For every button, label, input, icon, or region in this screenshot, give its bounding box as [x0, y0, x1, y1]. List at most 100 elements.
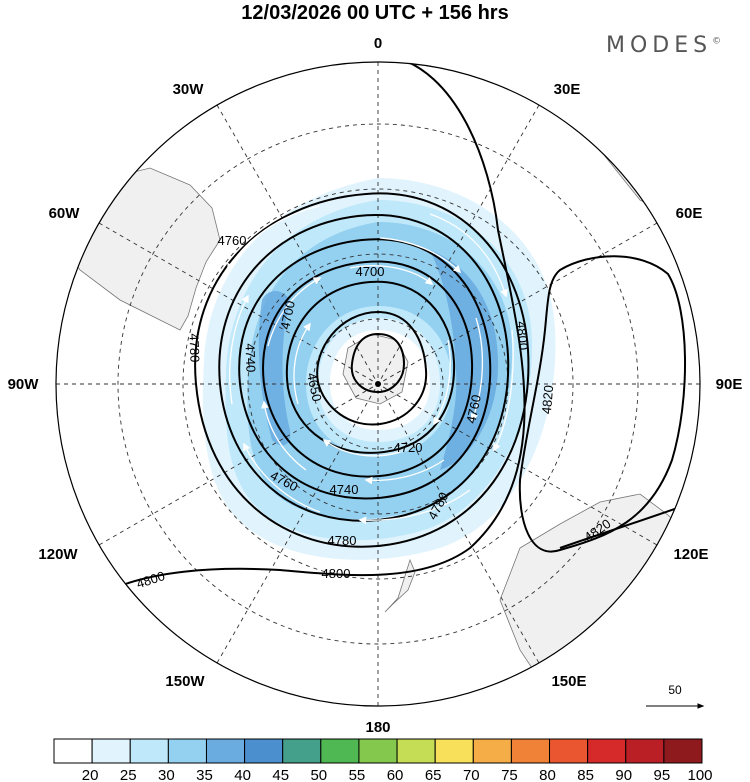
- contour-label: 4800: [514, 321, 531, 351]
- contour-4820: [518, 255, 686, 553]
- colorbar-tick-label: 70: [463, 767, 480, 782]
- south-pole-marker: [375, 381, 381, 387]
- contour-label: 4760: [463, 393, 484, 424]
- colorbar-swatch: [510, 738, 551, 764]
- streamline: [229, 294, 249, 405]
- colorbar-tick-label: 35: [196, 767, 213, 782]
- contour-4740: [238, 238, 492, 500]
- contour-label: 4740: [330, 482, 359, 497]
- colorbar-tick-label: 90: [615, 767, 632, 782]
- lon-label-60w: 60W: [49, 205, 81, 222]
- colorbar-tick-label: 40: [234, 767, 251, 782]
- map-frame: [55, 61, 701, 707]
- colorbar-swatch: [205, 738, 246, 764]
- lon-label-120e: 120E: [673, 546, 708, 563]
- colorbar-tick-label: 25: [120, 767, 137, 782]
- streamline: [429, 213, 508, 298]
- lon-label-90e: 90E: [716, 376, 743, 393]
- colorbar-swatch: [53, 738, 93, 764]
- colorbar-swatch: [91, 738, 131, 764]
- colorbar-swatch: [549, 738, 589, 764]
- lon-label-30e: 30E: [554, 81, 581, 98]
- reference-vector-label: 50: [668, 683, 682, 697]
- colorbar-tick-label: 65: [425, 767, 442, 782]
- contour-label: 4740: [242, 343, 258, 372]
- longitude-labels: 0 30E 60E 90E 120E 150E 180 150W 120W 90…: [8, 35, 743, 736]
- colorbar-tick-label: 50: [310, 767, 327, 782]
- colorbar-swatch: [129, 738, 169, 764]
- colorbar-tick-label: 55: [349, 767, 366, 782]
- height-contours: [56, 62, 700, 613]
- colorbar-tick-label: 95: [654, 767, 671, 782]
- streamline: [358, 489, 471, 525]
- streamline: [433, 339, 451, 426]
- colorbar-tick-label: 80: [539, 767, 556, 782]
- contour-label: 4650: [304, 371, 325, 402]
- lon-label-30w: 30W: [173, 81, 205, 98]
- brand-name: MODES: [606, 33, 713, 58]
- colorbar-swatch: [358, 738, 398, 764]
- contour-label: 4780: [186, 333, 202, 362]
- colorbar-swatch: [663, 738, 703, 764]
- antarctica-land: [342, 333, 409, 405]
- colorbar-swatch: [625, 738, 665, 764]
- lon-label-120w: 120W: [38, 546, 78, 563]
- lon-label-60e: 60E: [676, 205, 703, 222]
- streamline: [349, 265, 434, 285]
- colorbar-tick-label: 100: [687, 767, 712, 782]
- contour-label: 4820: [539, 385, 556, 415]
- contour-label: 4800: [135, 568, 167, 591]
- modes-logo: MODES©: [606, 33, 721, 58]
- colorbar-tick-label: 60: [387, 767, 404, 782]
- streamline: [261, 400, 307, 471]
- colorbar-swatch: [472, 738, 512, 764]
- contour-label: 4700: [356, 264, 385, 279]
- streamline: [267, 277, 322, 347]
- streamline: [293, 322, 311, 405]
- streamline: [322, 439, 401, 457]
- new-zealand-land: [384, 558, 416, 613]
- streamline: [364, 459, 445, 485]
- streamline: [227, 205, 321, 272]
- south-america-land: [59, 167, 221, 331]
- colorbar-swatch: [396, 738, 436, 764]
- wind-streamlines: [227, 205, 514, 525]
- lon-label-150e: 150E: [551, 673, 586, 690]
- contour-label: 4720: [394, 440, 423, 455]
- reference-vector: 50: [646, 683, 705, 709]
- colorbar-tick-label: 30: [158, 767, 175, 782]
- contour-4700-outer: [285, 280, 456, 454]
- lon-label-150w: 150W: [165, 673, 205, 690]
- colorbar-tick-label: 45: [272, 767, 289, 782]
- colorbar-swatch: [587, 738, 627, 764]
- colorbar-swatch: [244, 738, 284, 764]
- contour-4720: [262, 260, 474, 478]
- colorbar-swatch: [320, 738, 360, 764]
- colorbar-swatch: [167, 738, 207, 764]
- colorbar-tick-label: 20: [82, 767, 99, 782]
- colorbar-tick-label: 75: [501, 767, 518, 782]
- contour-4650: [350, 332, 406, 394]
- streamline: [243, 442, 321, 513]
- streamline: [379, 237, 462, 274]
- contour-4780: [194, 192, 530, 548]
- colorbar: 20 25 30 35 40 45 50 55 60 65 70 75 80 85 90 95 100: [53, 738, 713, 782]
- lon-label-0: 0: [374, 35, 382, 52]
- contour-4700-inner: [316, 310, 428, 426]
- brand-copyright-mark: ©: [712, 36, 722, 47]
- contour-4800: [56, 62, 526, 613]
- contour-label: 4780: [328, 533, 357, 548]
- streamline: [470, 317, 484, 422]
- colorbar-swatch: [434, 738, 474, 764]
- streamline: [493, 329, 514, 452]
- contour-label: 4700: [277, 299, 298, 330]
- lon-label-90w: 90W: [8, 376, 40, 393]
- land-masses: [59, 62, 700, 706]
- contour-label: 4760: [218, 233, 247, 248]
- lon-label-180: 180: [365, 719, 390, 736]
- map-title: 12/03/2026 00 UTC + 156 hrs: [241, 2, 509, 24]
- colorbar-swatch: [282, 738, 322, 764]
- colorbar-tick-label: 85: [577, 767, 594, 782]
- contour-label: 4800: [322, 566, 351, 581]
